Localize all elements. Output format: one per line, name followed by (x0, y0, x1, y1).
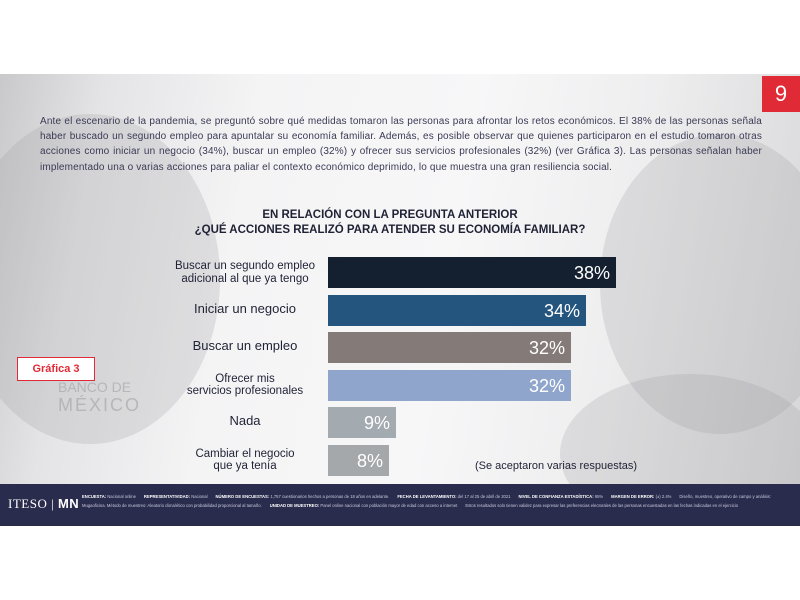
category-label-line: adicional al que ya tengo (181, 272, 309, 285)
category-label: Cambiar el negocio que ya tenía (170, 448, 320, 473)
bar-value-label: 38% (573, 263, 610, 283)
footer-bar (0, 484, 800, 526)
bar-value-label: 8% (356, 450, 383, 471)
slide-background (0, 74, 800, 526)
footer-item: ENCUESTA: Nacional online (82, 494, 136, 499)
chart-note: (Se aceptaron varias respuestas) (475, 460, 638, 472)
category-label-line: Iniciar un negocio (194, 300, 296, 316)
footer-item: Mugaoficina. Método de muestreo: Aleator… (82, 503, 262, 508)
bar-3 (328, 369, 571, 401)
chart-title-line-2: ¿QUÉ ACCIONES REALIZÓ PARA ATENDER SU EC… (194, 223, 586, 236)
footer-item: Estos resultados solo tienen validez par… (465, 503, 738, 508)
bar-1 (328, 294, 586, 326)
intro-paragraph: Ante el escenario de la pandemia, se pre… (40, 116, 762, 173)
footer-item-label: ENCUESTA: (82, 494, 108, 499)
background-photo-person (600, 134, 800, 434)
background-banknote-text: BANCO DE MÉXICO (58, 379, 142, 415)
bar-2 (328, 332, 571, 363)
footer-item: UNIDAD DE MUESTREO: Panel online naciona… (270, 503, 458, 508)
footer-item-label: MARGEN DE ERROR: (611, 494, 656, 499)
footer-methodology-row-1: ENCUESTA: Nacional online REPRESENTATIVID… (82, 494, 779, 499)
category-label: Iniciar un negocio (170, 300, 320, 316)
footer-item: Diseño, muestreo, operativo de campo y a… (679, 494, 770, 499)
category-label-line: que ya tenía (213, 460, 277, 472)
chart-title: EN RELACIÓN CON LA PREGUNTA ANTERIOR ¿QU… (150, 208, 630, 237)
footer-item-text: Diseño, muestreo, operativo de campo y a… (679, 494, 771, 499)
bar-value-label: 32% (528, 338, 565, 358)
footer-item-text: Mugaoficina. Método de muestreo: Aleator… (82, 503, 262, 508)
footer-item-label: NÚMERO DE ENCUESTAS: (215, 494, 271, 499)
category-label-line: Ofrecer mis (215, 372, 275, 385)
footer-item-label: REPRESENTATIVIDAD: (143, 494, 192, 499)
footer-item-text: del 17 al 25 de abril de 2021 (457, 494, 511, 499)
page-number-badge: 9 (762, 76, 800, 112)
bar-value-label: 34% (543, 300, 580, 321)
footer-item-label: FECHA DE LEVANTAMIENTO: (397, 494, 458, 499)
category-label: Ofrecer mis servicios profesionales (170, 373, 320, 398)
footer-item: NIVEL DE CONFIANZA ESTADÍSTICA: 95% (519, 494, 604, 499)
footer-item: FECHA DE LEVANTAMIENTO: del 17 al 25 de … (397, 494, 510, 499)
footer-methodology-row-2: Mugaoficina. Método de muestreo: Aleator… (82, 503, 746, 508)
category-label-line: Buscar un empleo (192, 338, 298, 353)
category-label: Buscar un empleo (170, 338, 320, 353)
bar-chart: 38% Buscar un segundo empleo adicional al … (0, 250, 800, 480)
footer-item-text: (±) 2.4% (655, 494, 672, 499)
footer-item: REPRESENTATIVIDAD: Nacional (144, 494, 208, 499)
bar-0 (328, 257, 616, 288)
bar-value-label: 9% (363, 413, 390, 433)
footer-item-text: Nacional online (107, 494, 136, 499)
footer-item-label: UNIDAD DE MUESTREO: (269, 503, 321, 508)
bar-4 (328, 407, 396, 438)
background-photo-person (0, 114, 220, 444)
bar-value-label: 32% (528, 375, 565, 396)
footer-item-text: 1,757 cuestionarios hechos a personas de… (270, 494, 390, 499)
footer-item-text: Estos resultados solo tienen validez par… (465, 503, 739, 508)
bar-5 (328, 444, 389, 476)
footer-item-text: 95% (594, 494, 604, 499)
category-label-line: servicios profesionales (186, 385, 304, 397)
footer-item-text: Panel online nacional con población mayo… (320, 503, 458, 508)
iteso-mn-logo: ITESO | MN (8, 496, 80, 511)
chart-title-line-1: EN RELACIÓN CON LA PREGUNTA ANTERIOR (262, 209, 518, 221)
footer-item: MARGEN DE ERROR: (±) 2.4% (611, 494, 671, 499)
footer-item: NÚMERO DE ENCUESTAS: 1,757 cuestionarios… (216, 494, 390, 499)
category-label-line: Nada (229, 413, 261, 428)
grafica-label: Gráfica 3 (17, 357, 95, 381)
category-label-line: Buscar un segundo empleo (174, 260, 315, 272)
category-label-line: Cambiar el negocio (195, 447, 295, 460)
footer-item-label: NIVEL DE CONFIANZA ESTADÍSTICA: (518, 494, 595, 499)
category-label: Buscar un segundo empleo adicional al que… (170, 260, 320, 285)
footer-item-text: Nacional (191, 494, 208, 499)
category-label: Nada (170, 413, 320, 428)
